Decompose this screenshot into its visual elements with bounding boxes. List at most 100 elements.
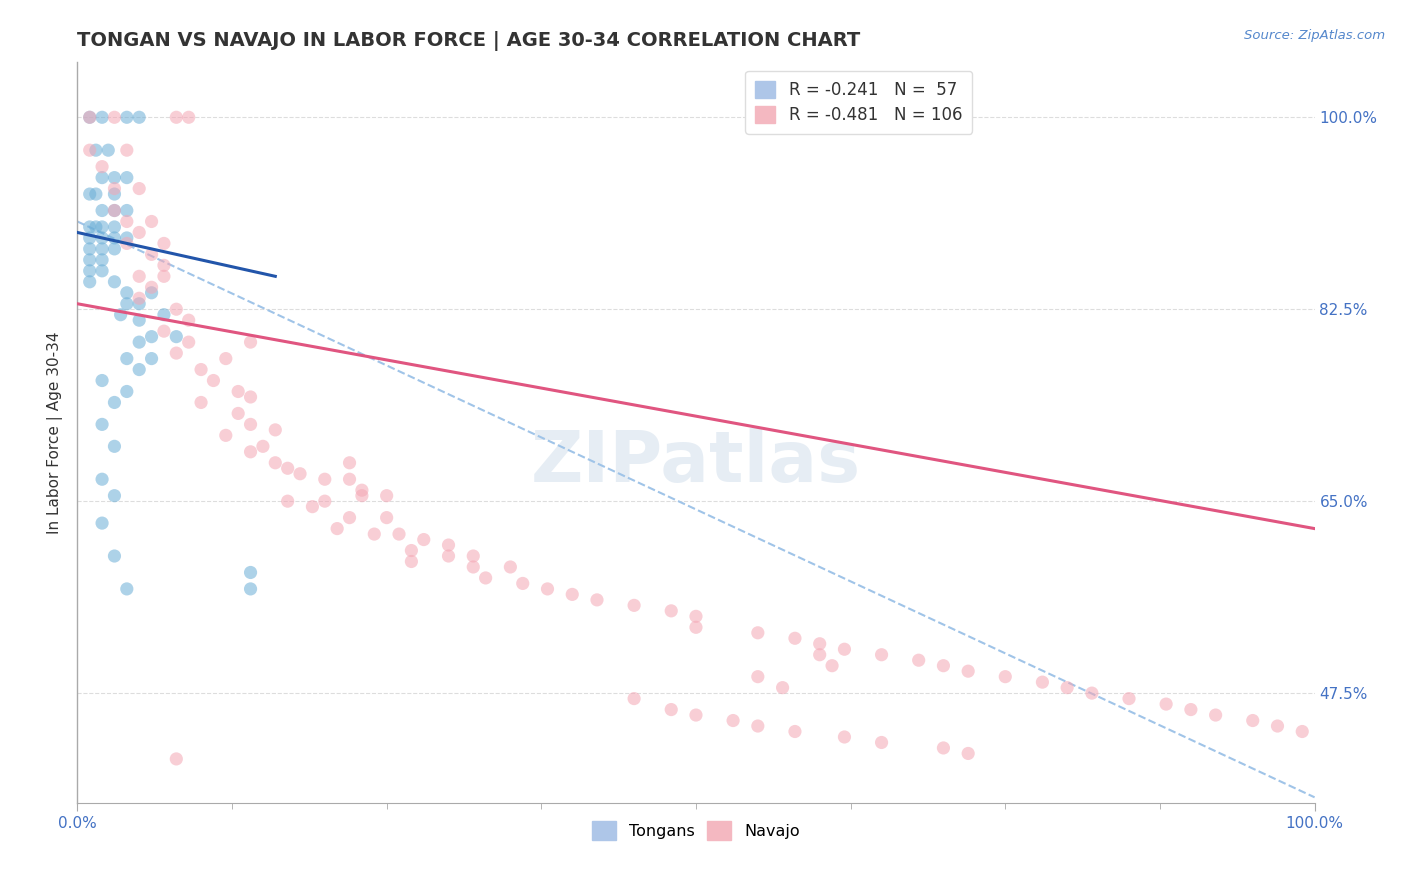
Point [463, 549, 485, 563]
Point [834, 730, 856, 744]
Text: TONGAN VS NAVAJO IN LABOR FORCE | AGE 30-34 CORRELATION CHART: TONGAN VS NAVAJO IN LABOR FORCE | AGE 30… [77, 30, 860, 51]
Point [115, 582, 138, 596]
Point [91, 472, 114, 486]
Point [103, 489, 125, 503]
Point [783, 632, 806, 646]
Point [685, 620, 707, 634]
Point [747, 719, 769, 733]
Point [401, 543, 423, 558]
Point [659, 702, 682, 716]
Point [586, 593, 609, 607]
Point [314, 472, 336, 486]
Point [1031, 675, 1053, 690]
Point [177, 335, 200, 350]
Point [103, 170, 125, 185]
Point [499, 560, 522, 574]
Point [153, 324, 176, 338]
Point [103, 439, 125, 453]
Point [1241, 714, 1264, 728]
Point [264, 423, 287, 437]
Point [115, 236, 138, 251]
Point [834, 642, 856, 657]
Point [141, 247, 163, 261]
Point [84, 187, 107, 202]
Point [721, 714, 744, 728]
Point [623, 691, 645, 706]
Point [103, 242, 125, 256]
Point [91, 110, 114, 124]
Point [91, 160, 114, 174]
Point [79, 143, 101, 157]
Point [202, 374, 225, 388]
Point [339, 472, 361, 486]
Point [932, 658, 955, 673]
Point [153, 236, 176, 251]
Point [115, 285, 138, 300]
Point [239, 335, 262, 350]
Point [153, 258, 176, 272]
Point [115, 297, 138, 311]
Point [128, 226, 150, 240]
Point [115, 384, 138, 399]
Point [226, 406, 249, 420]
Point [103, 203, 125, 218]
Point [747, 625, 769, 640]
Point [115, 231, 138, 245]
Point [115, 170, 138, 185]
Point [165, 346, 187, 360]
Point [239, 445, 262, 459]
Point [128, 313, 150, 327]
Point [474, 571, 496, 585]
Point [350, 489, 373, 503]
Point [177, 110, 200, 124]
Point [79, 110, 101, 124]
Point [103, 187, 125, 202]
Point [103, 203, 125, 218]
Point [339, 510, 361, 524]
Point [957, 747, 980, 761]
Point [190, 395, 212, 409]
Point [957, 664, 980, 678]
Point [1118, 691, 1140, 706]
Point [808, 637, 831, 651]
Point [375, 510, 398, 524]
Point [110, 308, 132, 322]
Text: ZIPatlas: ZIPatlas [531, 428, 860, 497]
Text: Source: ZipAtlas.com: Source: ZipAtlas.com [1244, 29, 1385, 42]
Point [215, 428, 238, 442]
Point [215, 351, 238, 366]
Point [103, 110, 125, 124]
Point [932, 741, 955, 756]
Point [91, 417, 114, 432]
Point [659, 604, 682, 618]
Point [412, 533, 434, 547]
Point [91, 252, 114, 267]
Point [301, 500, 323, 514]
Point [437, 538, 460, 552]
Point [239, 566, 262, 580]
Point [1154, 697, 1177, 711]
Point [747, 670, 769, 684]
Point [226, 384, 249, 399]
Point [1291, 724, 1313, 739]
Point [153, 308, 176, 322]
Point [128, 335, 150, 350]
Point [463, 560, 485, 574]
Point [165, 752, 187, 766]
Point [79, 252, 101, 267]
Point [128, 362, 150, 376]
Point [536, 582, 558, 596]
Point [91, 203, 114, 218]
Y-axis label: In Labor Force | Age 30-34: In Labor Force | Age 30-34 [48, 331, 63, 534]
Point [363, 527, 385, 541]
Point [79, 231, 101, 245]
Point [375, 489, 398, 503]
Point [190, 362, 212, 376]
Point [128, 110, 150, 124]
Point [870, 735, 893, 749]
Point [103, 275, 125, 289]
Point [388, 527, 411, 541]
Point [128, 297, 150, 311]
Point [870, 648, 893, 662]
Point [821, 658, 844, 673]
